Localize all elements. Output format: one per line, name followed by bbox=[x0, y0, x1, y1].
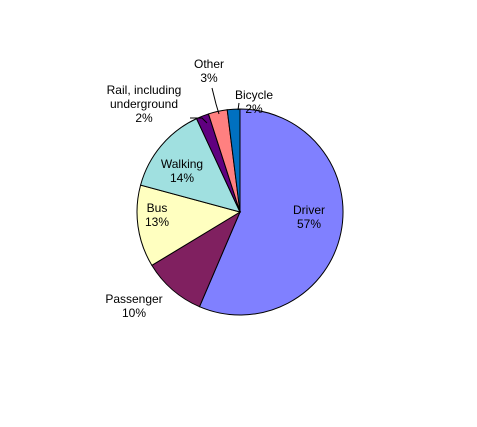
slice-label-walking: Walking 14% bbox=[161, 157, 203, 185]
leader-line bbox=[211, 87, 220, 115]
pie-slice-walking bbox=[139, 117, 241, 213]
slice-label-other: Other 3% bbox=[194, 57, 224, 85]
pie-slice-driver bbox=[198, 108, 344, 316]
slice-label-bicycle: Bicycle 2% bbox=[235, 88, 273, 116]
leader-line bbox=[190, 117, 208, 124]
pie-labels: Driver 57% Passenger 10% Bus 13% Walking 14% Rai… bbox=[105, 57, 325, 320]
slice-label-driver: Driver 57% bbox=[293, 203, 325, 231]
leader-line bbox=[237, 102, 240, 111]
pie-slice-bicycle bbox=[226, 108, 241, 213]
slice-label-rail-including-underground: Rail, including underground 2% bbox=[107, 83, 182, 125]
slice-label-bus: Bus 13% bbox=[145, 201, 169, 229]
slice-label-passenger: Passenger 10% bbox=[105, 292, 162, 320]
